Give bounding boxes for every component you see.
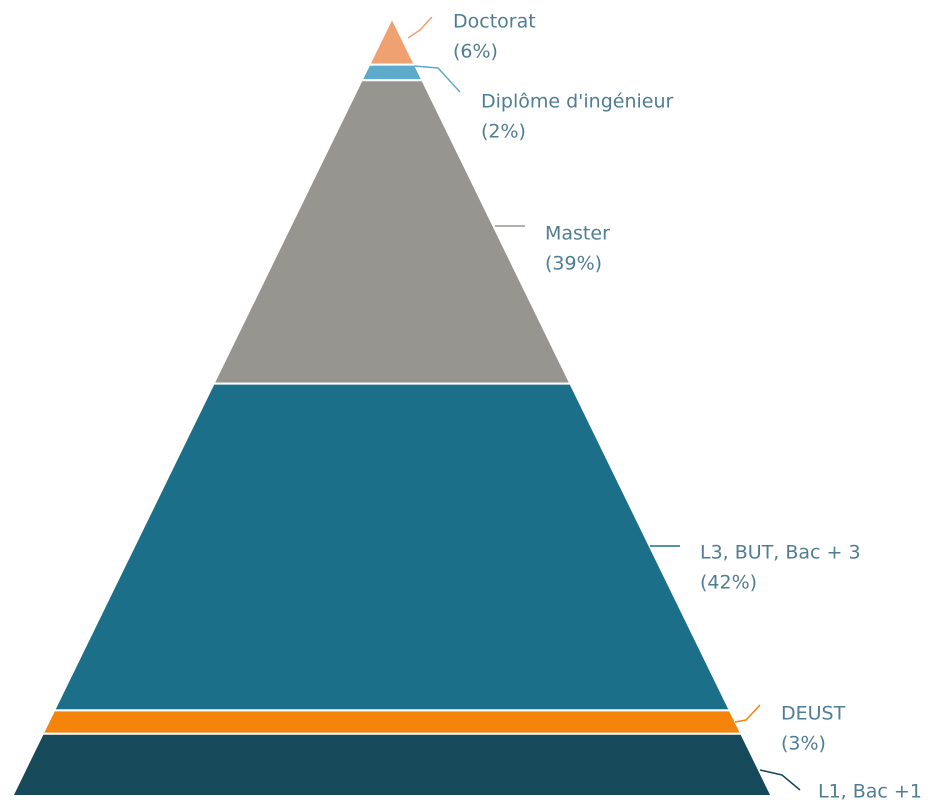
leader-line bbox=[407, 16, 433, 39]
segment-label: L1, Bac +1 bbox=[818, 781, 922, 800]
leader-line bbox=[734, 704, 761, 723]
pyramid-segment bbox=[360, 63, 424, 82]
segment-label: L3, BUT, Bac + 3 bbox=[700, 542, 861, 564]
value-label: (6%) bbox=[453, 41, 498, 63]
pyramid-segment bbox=[52, 382, 732, 712]
leader-line bbox=[413, 65, 461, 93]
value-label: (42%) bbox=[700, 572, 757, 594]
pyramid-segment bbox=[367, 15, 417, 66]
segment-label: Master bbox=[545, 223, 610, 245]
pyramid-segment bbox=[10, 732, 774, 797]
segment-label: Diplôme d'ingénieur bbox=[481, 91, 674, 113]
leader-line bbox=[759, 769, 801, 791]
segment-label: Doctorat bbox=[453, 11, 536, 33]
value-label: (2%) bbox=[481, 121, 526, 143]
value-label: (39%) bbox=[545, 253, 602, 275]
segment-label: DEUST bbox=[781, 703, 846, 725]
value-label: (3%) bbox=[781, 733, 826, 755]
pyramid-segment bbox=[41, 709, 743, 735]
